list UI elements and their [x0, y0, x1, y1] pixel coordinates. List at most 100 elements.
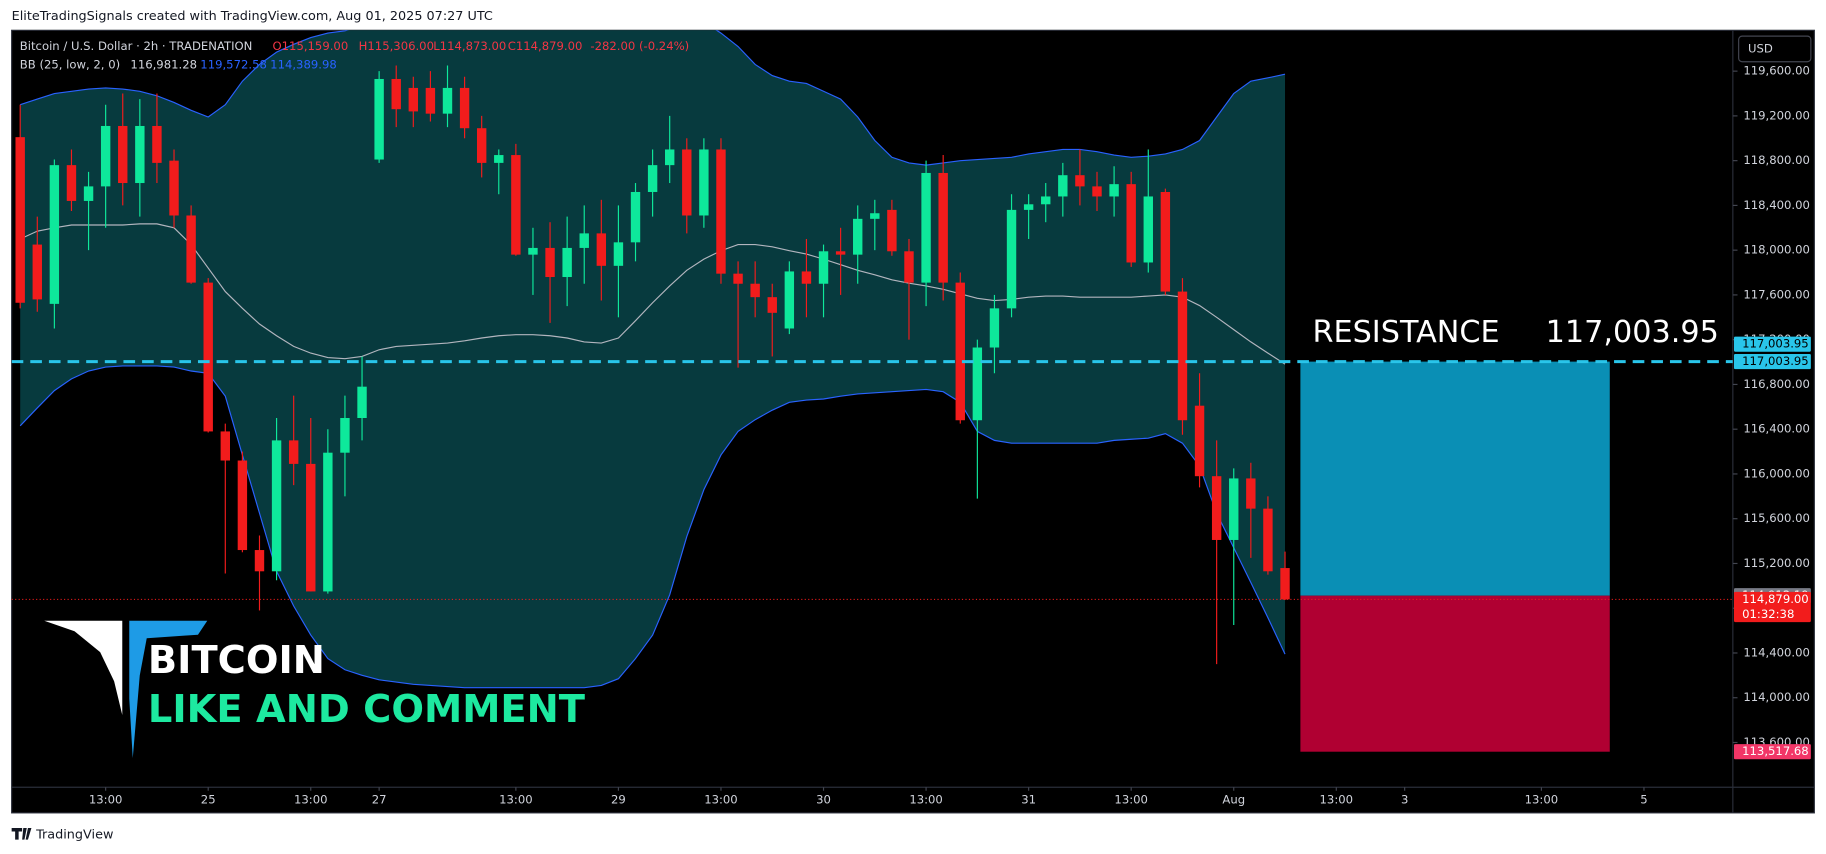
candle-body: [442, 87, 453, 114]
candle-body: [15, 137, 25, 303]
candle-body: [288, 440, 299, 464]
position-profit: [1300, 361, 1610, 596]
candle-body: [904, 251, 914, 283]
candle-body: [887, 209, 897, 252]
candle-body: [152, 125, 162, 163]
legend-high: H115,306.00: [359, 39, 434, 53]
candle-body: [870, 213, 880, 219]
currency-button[interactable]: [1738, 35, 1812, 63]
candle-body: [818, 251, 829, 284]
price-badge: [1734, 591, 1811, 623]
candle-body: [853, 218, 863, 255]
candle-body: [357, 386, 367, 419]
candle-body: [374, 78, 384, 160]
price-badge-countdown: 01:32:38: [1742, 607, 1794, 621]
candle-body: [784, 271, 795, 329]
candle-body: [989, 308, 1000, 348]
y-tick-label: 114,000.00: [1743, 690, 1810, 704]
x-tick-label: 30: [816, 793, 831, 807]
candle-body: [938, 172, 948, 283]
legend-symbol: Bitcoin / U.S. Dollar · 2h · TRADENATION: [20, 39, 253, 53]
candle-body: [545, 247, 555, 278]
candle-body: [1006, 209, 1017, 309]
brand-title: BITCOIN: [148, 638, 325, 683]
candle-body: [1246, 478, 1256, 509]
candle-body: [596, 233, 607, 266]
legend-open: O115,159.00: [273, 39, 349, 53]
candle-body: [579, 233, 589, 248]
y-tick-label: 116,400.00: [1743, 422, 1810, 436]
candle-body: [528, 247, 538, 255]
x-tick-label: 13:00: [499, 793, 533, 807]
candle-body: [733, 273, 743, 284]
overlay: BITCOIN LIKE AND COMMENT Bitcoin / U.S. …: [20, 35, 1812, 759]
band-middle: [19, 223, 1286, 365]
candle-body: [1177, 291, 1188, 421]
candle-body: [699, 149, 709, 216]
candle-body: [186, 215, 196, 283]
y-tick-label: 118,800.00: [1743, 153, 1810, 167]
x-tick-label: 5: [1640, 793, 1647, 807]
candle-body: [169, 160, 179, 216]
price-badge: [1734, 744, 1811, 760]
candle-body: [750, 283, 760, 298]
legend-bb: BB (25, low, 2, 0): [20, 58, 120, 72]
candle-body: [664, 149, 675, 166]
y-tick-label: 114,400.00: [1743, 645, 1810, 659]
candle-body: [1058, 175, 1068, 197]
candle-body: [1229, 478, 1239, 540]
axes: 113,600.00114,000.00114,400.00114,800.00…: [89, 64, 1811, 807]
candle-body: [1143, 196, 1153, 263]
candle-body: [476, 128, 487, 163]
x-tick-label: 13:00: [1525, 793, 1559, 807]
logo-left: [44, 620, 123, 716]
candle-body: [49, 165, 60, 304]
candle-body: [271, 440, 282, 572]
x-tick-label: 27: [372, 793, 387, 807]
candle-body: [613, 242, 624, 266]
candle-body: [682, 149, 692, 216]
y-tick-label: 119,200.00: [1743, 108, 1810, 122]
currency-label[interactable]: USD: [1748, 41, 1773, 55]
plot-area: [11, 30, 1733, 752]
y-tick-label: 118,000.00: [1743, 243, 1810, 257]
y-tick-label: 115,600.00: [1743, 511, 1810, 525]
brand-subtitle: LIKE AND COMMENT: [148, 687, 585, 732]
legend-close: C114,879.00: [508, 39, 583, 53]
candle-body: [494, 155, 504, 163]
candle-body: [801, 271, 812, 284]
price-badge: [1734, 354, 1811, 370]
x-tick-label: 13:00: [1114, 793, 1148, 807]
x-tick-label: 13:00: [704, 793, 738, 807]
candle-body: [1092, 186, 1102, 197]
candle-body: [135, 125, 145, 184]
legend-bb-lower: 114,389.98: [270, 58, 337, 72]
position-loss: [1300, 595, 1610, 752]
candle-body: [1109, 184, 1119, 197]
price-badge-label: 114,879.00: [1742, 592, 1809, 606]
candle-body: [237, 460, 248, 551]
candle-body: [647, 165, 658, 192]
price-badge: [1734, 336, 1811, 352]
footer-brand: TradingView: [35, 827, 113, 842]
resistance-text: RESISTANCE: [1312, 315, 1499, 350]
y-tick-label: 115,200.00: [1743, 556, 1810, 570]
candle-body: [630, 191, 641, 243]
candle-body: [220, 431, 230, 461]
x-tick-label: 13:00: [1320, 793, 1354, 807]
logo-right: [129, 620, 208, 759]
x-tick-label: Aug: [1222, 793, 1245, 807]
x-tick-label: 3: [1401, 793, 1408, 807]
candle-body: [306, 463, 316, 592]
candle-body: [118, 125, 128, 184]
candle-body: [83, 186, 94, 201]
band-upper: [20, 30, 1286, 166]
candle-body: [425, 87, 436, 114]
candle-body: [972, 347, 983, 421]
candle-body: [391, 78, 401, 110]
candle-body: [203, 282, 213, 432]
y-tick-label: 116,000.00: [1743, 466, 1810, 480]
header-title: EliteTradingSignals created with Trading…: [12, 9, 493, 24]
resistance-value: 117,003.95: [1546, 315, 1719, 350]
